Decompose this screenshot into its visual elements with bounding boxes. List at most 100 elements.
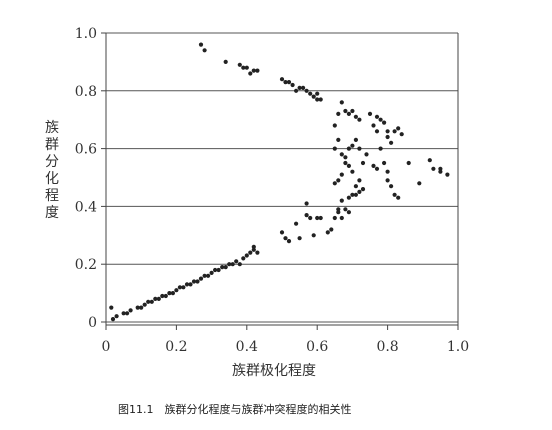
data-point (223, 59, 228, 64)
x-tick-label: 0.2 (165, 339, 187, 355)
data-point (294, 88, 299, 93)
data-point (220, 265, 225, 270)
data-point (297, 85, 302, 90)
data-point (241, 65, 246, 70)
data-point (237, 262, 242, 267)
data-point (438, 169, 443, 174)
data-point (399, 132, 404, 137)
y-axis-label: 族群分化程度 (45, 120, 59, 221)
data-point (438, 166, 443, 171)
data-point (336, 111, 341, 116)
data-point (251, 244, 256, 249)
data-point (357, 117, 362, 122)
data-point (195, 279, 200, 284)
data-point (427, 158, 432, 163)
data-point (445, 172, 450, 177)
data-point (304, 213, 309, 218)
data-point (343, 108, 348, 114)
y-tick-label: 0 (88, 315, 97, 331)
data-point (318, 97, 323, 102)
data-point (350, 192, 355, 197)
data-point (202, 273, 207, 278)
data-point (202, 48, 207, 53)
data-point (350, 143, 355, 148)
data-point (248, 250, 253, 255)
data-point (343, 155, 348, 160)
data-point (315, 215, 320, 221)
data-point (163, 293, 168, 299)
data-point (353, 114, 358, 119)
data-point (339, 215, 344, 221)
y-tick-label: 0.4 (75, 199, 97, 215)
data-point (311, 233, 316, 238)
data-point (336, 210, 341, 215)
data-point (170, 291, 175, 296)
data-point (353, 184, 358, 189)
data-point (301, 85, 306, 90)
x-axis-label: 族群极化程度 (232, 363, 316, 379)
data-point (357, 189, 362, 194)
data-point (188, 282, 193, 287)
y-tick-label: 0.2 (75, 257, 97, 273)
data-point (244, 65, 249, 70)
data-point (346, 195, 351, 200)
data-point (385, 178, 390, 183)
data-point (389, 184, 394, 189)
data-point (230, 262, 235, 267)
data-point (371, 123, 376, 128)
data-point (181, 285, 186, 290)
data-point (336, 207, 341, 212)
data-point (339, 198, 344, 203)
data-point (146, 299, 151, 304)
data-point (304, 88, 309, 93)
data-point (357, 146, 362, 151)
data-point (315, 97, 320, 102)
data-point (353, 192, 358, 197)
y-tick-label: 1.0 (75, 26, 97, 42)
tick-labels: 0 0.2 0.4 0.6 0.8 1.0 0 0.2 0.4 0.6 0.8 1.0 (75, 26, 469, 355)
data-point (304, 201, 309, 206)
data-point (308, 215, 313, 221)
data-point (392, 129, 397, 134)
data-point (350, 169, 355, 174)
data-point (332, 215, 337, 221)
data-point (198, 42, 204, 47)
data-point (279, 77, 285, 82)
data-point (248, 71, 253, 76)
data-point (255, 250, 260, 255)
data-point (160, 293, 165, 299)
data-point (343, 207, 348, 212)
data-point (315, 91, 320, 96)
data-point (332, 181, 337, 186)
data-point (350, 108, 355, 114)
data-point (343, 160, 348, 166)
data-point (378, 117, 383, 122)
data-point (297, 236, 302, 241)
data-point (114, 314, 119, 319)
data-point (396, 126, 401, 131)
grid-lines (106, 32, 458, 323)
data-point (360, 160, 366, 166)
data-point (382, 120, 387, 125)
data-point (294, 221, 299, 226)
data-point (177, 285, 182, 290)
data-point (308, 91, 313, 96)
data-point (167, 291, 172, 296)
data-point (153, 296, 158, 301)
data-point (110, 317, 116, 322)
figure-caption: 图11.1 族群分化程度与族群冲突程度的相关性 (118, 403, 352, 416)
data-point (336, 178, 341, 183)
data-point (332, 146, 337, 151)
data-point (357, 178, 362, 183)
data-point (332, 123, 337, 128)
data-point (209, 270, 214, 275)
data-point (353, 137, 358, 142)
axes (101, 32, 459, 330)
data-point (374, 166, 380, 171)
data-point (396, 195, 401, 200)
data-point (244, 253, 249, 258)
data-point (255, 68, 260, 73)
data-points (109, 42, 450, 322)
